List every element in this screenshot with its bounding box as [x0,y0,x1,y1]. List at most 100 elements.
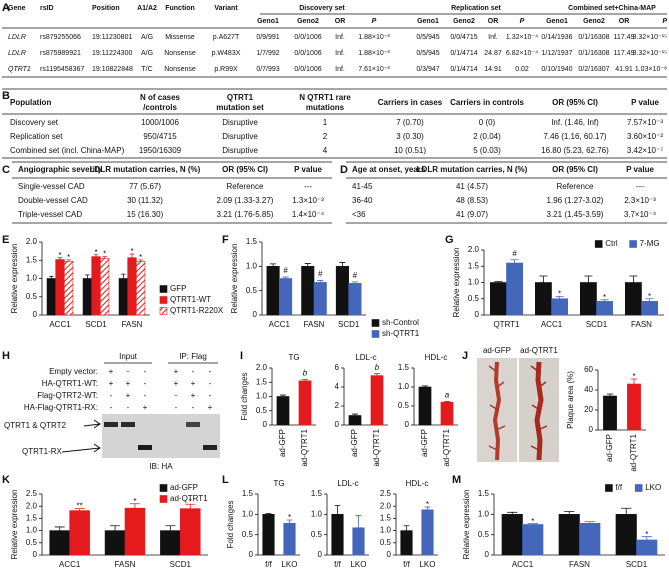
table-header: Geno2 [583,18,605,25]
table-header: OR [619,18,630,25]
significance-label: ** [77,502,83,511]
blot-sign: + [208,403,213,412]
error-bar [49,275,54,279]
y-tick-label: 1.0 [256,392,268,401]
table-header: P value [294,165,322,174]
y-axis-label: Relative expression [230,244,239,314]
aorta-branch [488,365,506,451]
table-cell: Nonsense [164,66,196,73]
significance-label: * [133,497,136,506]
table-cell: 2.09 (1.33-3.27) [217,196,274,205]
y-tick-label: 0.5 [468,294,480,303]
bar [400,530,413,556]
y-tick-label: 6 [335,363,340,372]
bar [127,257,137,316]
panel-letter: B [2,90,10,102]
blot-sign: - [209,367,212,376]
blot-sign: - [127,367,130,376]
significance-label: * [189,497,192,506]
table-cell: 2 [323,132,328,141]
y-tick-label: 2.5 [26,489,38,498]
table-cell: 1/12/1937 [541,50,572,57]
error-bar [74,508,85,511]
bar-chart: HDL-c 0 0.5 1.0 1.5 2.0 2.5 * f/f LKO [380,479,438,569]
error-bar [269,263,277,267]
bar [49,530,70,556]
y-tick-label: 0 [335,420,340,429]
table-cell: Reference [227,182,264,191]
x-tick-label: FASN [304,320,325,329]
y-tick-label: 1.0 [468,278,480,287]
chart-title: HDL-c [425,353,448,362]
table-header: Angiographic severity [18,165,103,174]
bar [418,386,432,426]
blot-sign: + [174,367,179,376]
bar [64,261,74,316]
band-label: QTRT1 & QTRT2 [4,421,66,430]
y-tick-label: 2 [335,401,340,410]
table-header: Function [165,5,195,12]
table-cell: 0/2/16307 [578,66,609,73]
y-tick-label: 2.0 [26,237,38,246]
table-cell: 3.21 (1.45-3.59) [547,210,604,219]
table-header: LDLR mutation carries, N (%) [90,165,201,174]
bar [603,395,617,431]
error-bar [304,263,311,267]
table-cell: Discovery set [10,118,59,127]
table-header: mutations [306,103,345,112]
table-cell: 0/1/4714 [450,50,477,57]
x-tick-label: LKO [281,560,297,569]
arrow [61,443,101,453]
table-header: N QTRT1 rare [299,93,351,102]
panel-letter: L [222,474,229,486]
blot-sign: - [175,391,178,400]
y-tick-label: 2.0 [380,501,392,510]
table-cell: 1.88×10⁻³ [358,50,390,57]
bar-chart: TG Fold changes 0 0.5 1.0 1.5 2.0 b ad-GFP ad-QTR… [240,353,316,467]
blot-group: Input [119,352,138,361]
table-cell: Inf. (1.46, Inf) [551,118,599,127]
y-tick-label: 60 [584,365,593,374]
significance-label: * [58,251,61,260]
y-tick-label: 0 [249,550,254,559]
aorta-branch [530,365,548,451]
y-tick-label: 1.5 [242,489,254,498]
error-bar [621,507,632,515]
y-tick-label: 1.0 [398,382,410,391]
panel-letter: A [2,2,10,14]
bar [262,514,275,556]
legend-swatch [159,307,168,315]
panel-letter: D [340,164,348,176]
x-tick-label: ACC1 [59,560,81,569]
table-cell: 3.7×10⁻⁴ [624,210,657,219]
table-cell: p.A627T [213,34,240,41]
bar [298,380,312,426]
y-tick-label: 1.5 [26,514,38,523]
y-tick-label: 0 [485,550,490,559]
table-cell: 0/1/16308 [578,34,609,41]
blot-group: IP: Flag [179,352,207,361]
panel-letter: J [462,350,468,362]
blot-row-label: HA-QTRT1-WT: [42,379,98,388]
error-bar [630,378,638,384]
y-tick-label: 0.5 [311,530,323,539]
legend-label: ad-GFP [170,483,198,492]
error-bar [129,503,140,509]
x-tick-label: ACC1 [541,320,563,329]
table-header: P value [626,165,654,174]
blot-sign: + [174,379,179,388]
legend-swatch [629,240,637,248]
panel-letter: H [2,350,10,362]
bar [82,278,92,316]
blot-row-label: HA-Flag-QTRT1-RX: [24,403,98,412]
table-cell: Reference [557,182,594,191]
bar [506,262,524,316]
blot: Input IP: Flag Empty vector: + - - + - - HA-QTRT1… [4,352,218,471]
bar-chart: LDL-c 0 2 4 6 b ad-GFP ad-QTRT1 [335,353,388,467]
x-tick-label: ACC1 [49,320,71,329]
error-bar [334,504,341,515]
table-cell: 3.60×10⁻² [627,132,663,141]
table-cell: 0/1/4714 [450,66,477,73]
band [138,445,152,450]
